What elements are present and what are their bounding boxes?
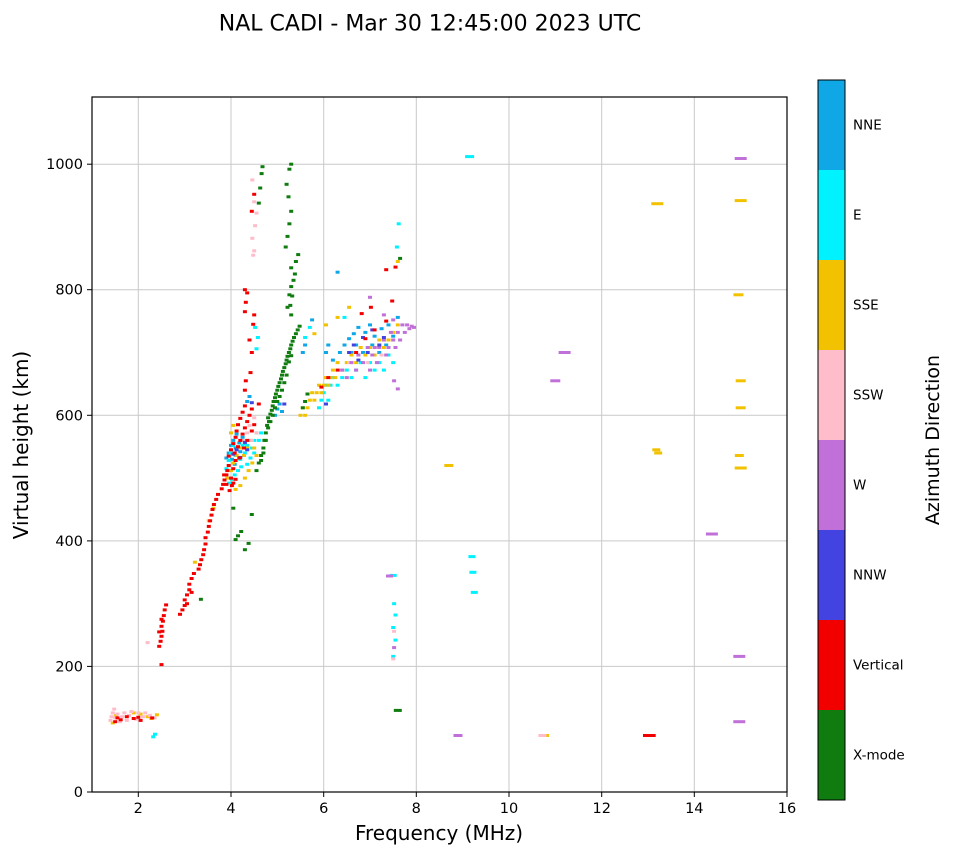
scatter-layer xyxy=(108,155,747,739)
svg-text:800: 800 xyxy=(55,283,83,299)
plot-frame xyxy=(91,96,788,793)
svg-text:8: 8 xyxy=(412,801,421,817)
series-SSE xyxy=(110,199,747,737)
svg-text:E: E xyxy=(853,208,862,224)
x-axis-label: Frequency (MHz) xyxy=(354,821,524,845)
svg-text:W: W xyxy=(853,478,866,494)
svg-text:12: 12 xyxy=(592,801,610,817)
svg-text:4: 4 xyxy=(226,801,235,817)
series-E xyxy=(151,155,478,739)
series-Vertical xyxy=(113,192,656,737)
series-SSW xyxy=(108,178,547,737)
svg-text:400: 400 xyxy=(55,534,83,550)
svg-text:0: 0 xyxy=(74,785,83,801)
svg-text:6: 6 xyxy=(319,801,328,817)
svg-text:600: 600 xyxy=(55,408,83,424)
svg-text:16: 16 xyxy=(778,801,796,817)
svg-text:Vertical: Vertical xyxy=(853,658,904,674)
svg-text:NNW: NNW xyxy=(853,568,887,584)
svg-text:2: 2 xyxy=(134,801,143,817)
svg-text:10: 10 xyxy=(500,801,518,817)
y-axis-ticks: 0 200 400 600 800 1000 xyxy=(46,157,92,801)
svg-text:SSE: SSE xyxy=(853,298,879,314)
svg-text:200: 200 xyxy=(55,659,83,675)
colorbar-tick-labels: NNE E SSE SSW W NNW Vertical X-mode xyxy=(853,118,905,764)
svg-text:NNE: NNE xyxy=(853,118,882,134)
svg-text:14: 14 xyxy=(685,801,703,817)
grid-layer xyxy=(92,97,788,792)
series-NNE xyxy=(224,270,400,466)
series-X-mode xyxy=(198,162,403,712)
svg-text:1000: 1000 xyxy=(46,157,83,173)
svg-text:X-mode: X-mode xyxy=(853,748,905,764)
svg-text:SSW: SSW xyxy=(853,388,884,404)
chart-title: NAL CADI - Mar 30 12:45:00 2023 UTC xyxy=(218,11,642,37)
series-W xyxy=(340,157,747,737)
x-axis-ticks: 2 4 6 8 10 12 14 16 xyxy=(134,792,796,817)
colorbar-frame xyxy=(817,79,846,801)
colorbar: NNE E SSE SSW W NNW Vertical X-mode xyxy=(817,79,905,801)
